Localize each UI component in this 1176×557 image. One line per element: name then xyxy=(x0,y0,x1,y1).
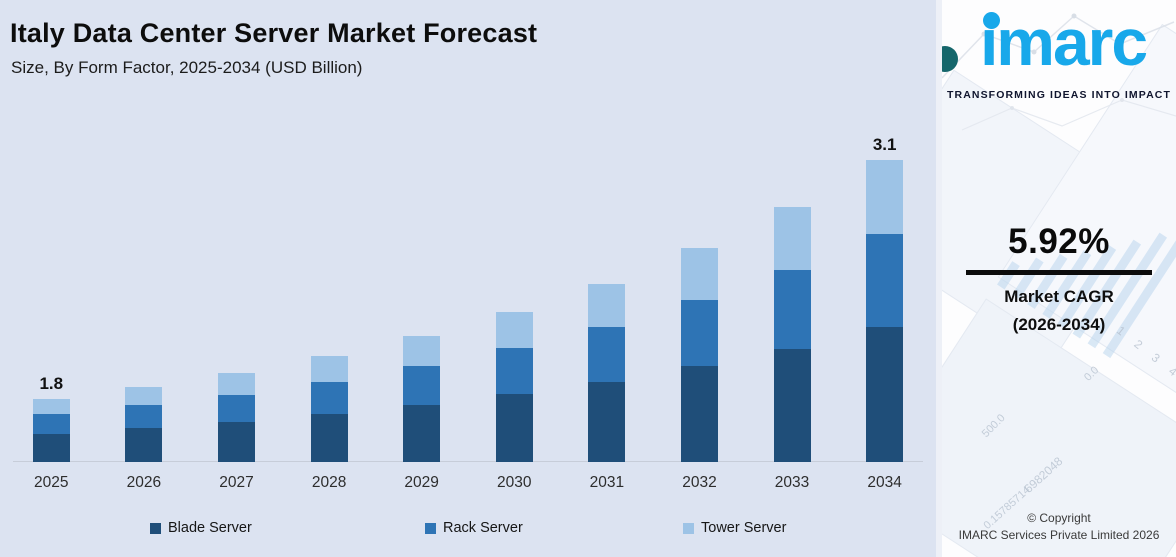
bar-2032 xyxy=(680,248,718,462)
bar-column-2033: 2033 xyxy=(746,130,839,496)
cagr-block: 5.92% Market CAGR (2026-2034) xyxy=(942,222,1176,335)
legend-swatch-rack-server xyxy=(425,522,436,534)
bar-2030 xyxy=(495,312,533,462)
bar-2034 xyxy=(866,160,904,462)
page-title: Italy Data Center Server Market Forecast xyxy=(10,18,538,48)
x-tick-2032: 2032 xyxy=(682,474,717,491)
imarc-logo-text: ımarc xyxy=(979,0,1148,88)
bar-value-label: 1.8 xyxy=(39,374,64,393)
segment-rack-server xyxy=(588,327,626,382)
x-tick-2031: 2031 xyxy=(589,474,625,491)
bar-2026 xyxy=(125,387,163,462)
segment-blade-server xyxy=(403,405,441,462)
bar-column-2028: 2028 xyxy=(283,130,376,496)
x-tick-2034: 2034 xyxy=(867,474,902,491)
segment-tower-server xyxy=(310,356,348,382)
x-tick-2030: 2030 xyxy=(497,474,532,491)
bar-column-2031: 2031 xyxy=(561,130,654,496)
x-tick-2025: 2025 xyxy=(34,474,69,491)
copyright-line2: IMARC Services Private Limited 2026 xyxy=(958,528,1160,542)
segment-blade-server xyxy=(773,349,811,462)
x-axis-line xyxy=(13,461,923,462)
segment-blade-server xyxy=(125,428,163,462)
segment-tower-server xyxy=(403,336,441,366)
x-tick-2026: 2026 xyxy=(126,474,162,491)
segment-rack-server xyxy=(125,405,163,428)
bar-column-2032: 2032 xyxy=(653,130,746,496)
bar-columns: 1.8 2025 2026 2027 2028 2029 2030 2031 2032 2033 3… xyxy=(5,130,931,496)
x-tick-2033: 2033 xyxy=(774,474,810,491)
x-tick-2028: 2028 xyxy=(311,474,347,491)
cagr-underline xyxy=(966,270,1152,275)
segment-rack-server xyxy=(217,395,255,422)
cagr-value: 5.92% xyxy=(1008,222,1110,261)
chart-legend: Blade Server Rack Server Tower Server xyxy=(0,520,936,544)
legend-item-tower-server: Tower Server xyxy=(683,520,786,536)
segment-blade-server xyxy=(680,366,718,462)
segment-rack-server xyxy=(866,234,904,327)
segment-blade-server xyxy=(32,434,70,462)
legend-label: Tower Server xyxy=(701,520,787,536)
legend-item-rack-server: Rack Server xyxy=(425,520,523,536)
segment-tower-server xyxy=(680,248,718,300)
legend-label: Rack Server xyxy=(443,520,523,536)
segment-tower-server xyxy=(125,387,163,405)
cagr-label: Market CAGR xyxy=(1004,287,1114,306)
copyright-line1: © Copyright xyxy=(1027,511,1091,525)
bar-2029 xyxy=(403,336,441,462)
segment-tower-server xyxy=(773,207,811,270)
legend-swatch-tower-server xyxy=(683,522,694,534)
segment-rack-server xyxy=(773,270,811,349)
segment-blade-server xyxy=(217,422,255,462)
copyright-block: © Copyright IMARC Services Private Limit… xyxy=(942,511,1176,542)
bar-2031 xyxy=(588,284,626,462)
legend-label: Blade Server xyxy=(168,520,252,536)
segment-tower-server xyxy=(866,160,904,234)
legend-item-blade-server: Blade Server xyxy=(150,520,252,536)
bar-column-2027: 2027 xyxy=(190,130,283,496)
teal-circle-decoration xyxy=(942,46,958,72)
bar-value-label: 3.1 xyxy=(872,135,897,154)
logo-letters: ımarc xyxy=(979,5,1148,79)
segment-blade-server xyxy=(310,414,348,462)
cagr-period: (2026-2034) xyxy=(1012,315,1106,334)
segment-tower-server xyxy=(217,373,255,395)
segment-tower-server xyxy=(495,312,533,348)
segment-tower-server xyxy=(588,284,626,327)
logo-i-dot-icon xyxy=(982,12,1000,29)
bar-column-2030: 2030 xyxy=(468,130,561,496)
brand-sidebar: ımarc TRANSFORMING IDEAS INTO IMPACT 500… xyxy=(936,0,1176,557)
bar-2025 xyxy=(32,399,70,462)
page-subtitle: Size, By Form Factor, 2025-2034 (USD Bil… xyxy=(11,58,363,77)
bar-2033 xyxy=(773,207,811,462)
constellation-graphic xyxy=(942,13,1176,131)
bar-column-2034: 3.1 2034 xyxy=(838,130,931,496)
segment-rack-server xyxy=(495,348,533,394)
bar-column-2025: 1.8 2025 xyxy=(5,130,98,496)
segment-rack-server xyxy=(310,382,348,414)
stacked-bar-chart: 1.8 2025 2026 2027 2028 2029 2030 2031 2032 2033 3… xyxy=(5,130,931,496)
chart-panel: Italy Data Center Server Market Forecast… xyxy=(0,18,936,544)
bar-2028 xyxy=(310,356,348,462)
segment-tower-server xyxy=(32,399,70,414)
segment-blade-server xyxy=(495,394,533,462)
segment-rack-server xyxy=(680,300,718,366)
segment-rack-server xyxy=(32,414,70,434)
x-tick-2029: 2029 xyxy=(404,474,439,491)
bar-column-2029: 2029 xyxy=(375,130,468,496)
segment-rack-server xyxy=(403,366,441,405)
bar-2027 xyxy=(217,373,255,462)
bar-column-2026: 2026 xyxy=(98,130,191,496)
legend-swatch-blade-server xyxy=(150,522,161,534)
imarc-logo: ımarc xyxy=(950,0,1176,88)
segment-blade-server xyxy=(866,327,904,462)
x-tick-2027: 2027 xyxy=(219,474,254,491)
segment-blade-server xyxy=(588,382,626,462)
brand-tagline: TRANSFORMING IDEAS INTO IMPACT xyxy=(947,89,1171,101)
